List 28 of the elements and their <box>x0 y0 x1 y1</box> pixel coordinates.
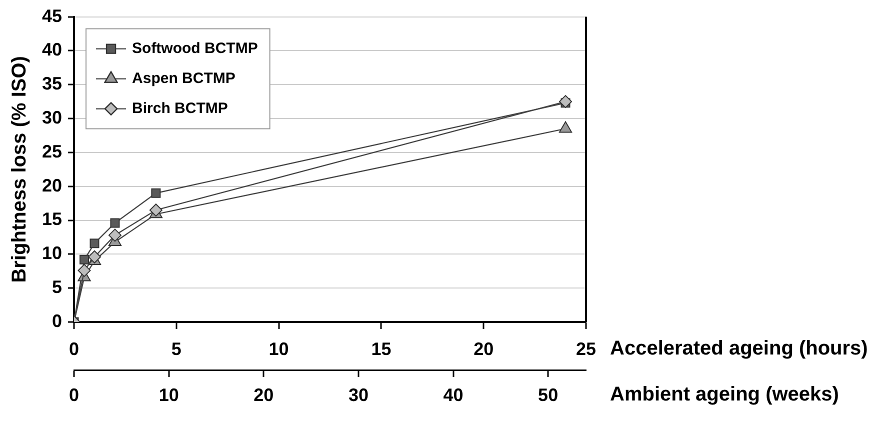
y-tick-label: 25 <box>42 141 62 162</box>
x-tick-label: 0 <box>69 338 80 359</box>
x2-tick-label: 10 <box>158 384 179 405</box>
x-tick-label: 25 <box>576 338 596 359</box>
x2-tick-label: 50 <box>538 384 558 405</box>
x2-tick-label: 30 <box>348 384 368 405</box>
x2-tick-label: 20 <box>254 384 274 405</box>
y-tick-label: 20 <box>42 175 62 196</box>
x-tick-label: 5 <box>171 338 182 359</box>
y-tick-label: 15 <box>42 209 62 230</box>
y-tick-label: 30 <box>42 108 62 128</box>
x2-axis-title: Ambient ageing (weeks) <box>610 384 839 406</box>
legend-label: Softwood BCTMP <box>132 40 258 57</box>
legend-label: Aspen BCTMP <box>132 70 236 87</box>
y-tick-label: 0 <box>52 310 62 331</box>
legend-label: Birch BCTMP <box>132 100 228 117</box>
x-tick-label: 20 <box>474 338 494 359</box>
x-tick-label: 10 <box>268 338 289 359</box>
y-tick-label: 40 <box>42 40 62 60</box>
y-axis-title: Brightness loss (% ISO) <box>8 56 31 283</box>
x-tick-label: 15 <box>371 338 392 359</box>
x2-tick-label: 0 <box>69 384 80 405</box>
y-tick-label: 10 <box>42 243 62 264</box>
y-tick-label: 5 <box>52 277 62 298</box>
x-axis-title: Accelerated ageing (hours) <box>610 338 868 360</box>
y-tick-label: 45 <box>42 6 62 26</box>
x2-tick-label: 40 <box>443 384 464 405</box>
y-tick-label: 35 <box>42 74 62 94</box>
